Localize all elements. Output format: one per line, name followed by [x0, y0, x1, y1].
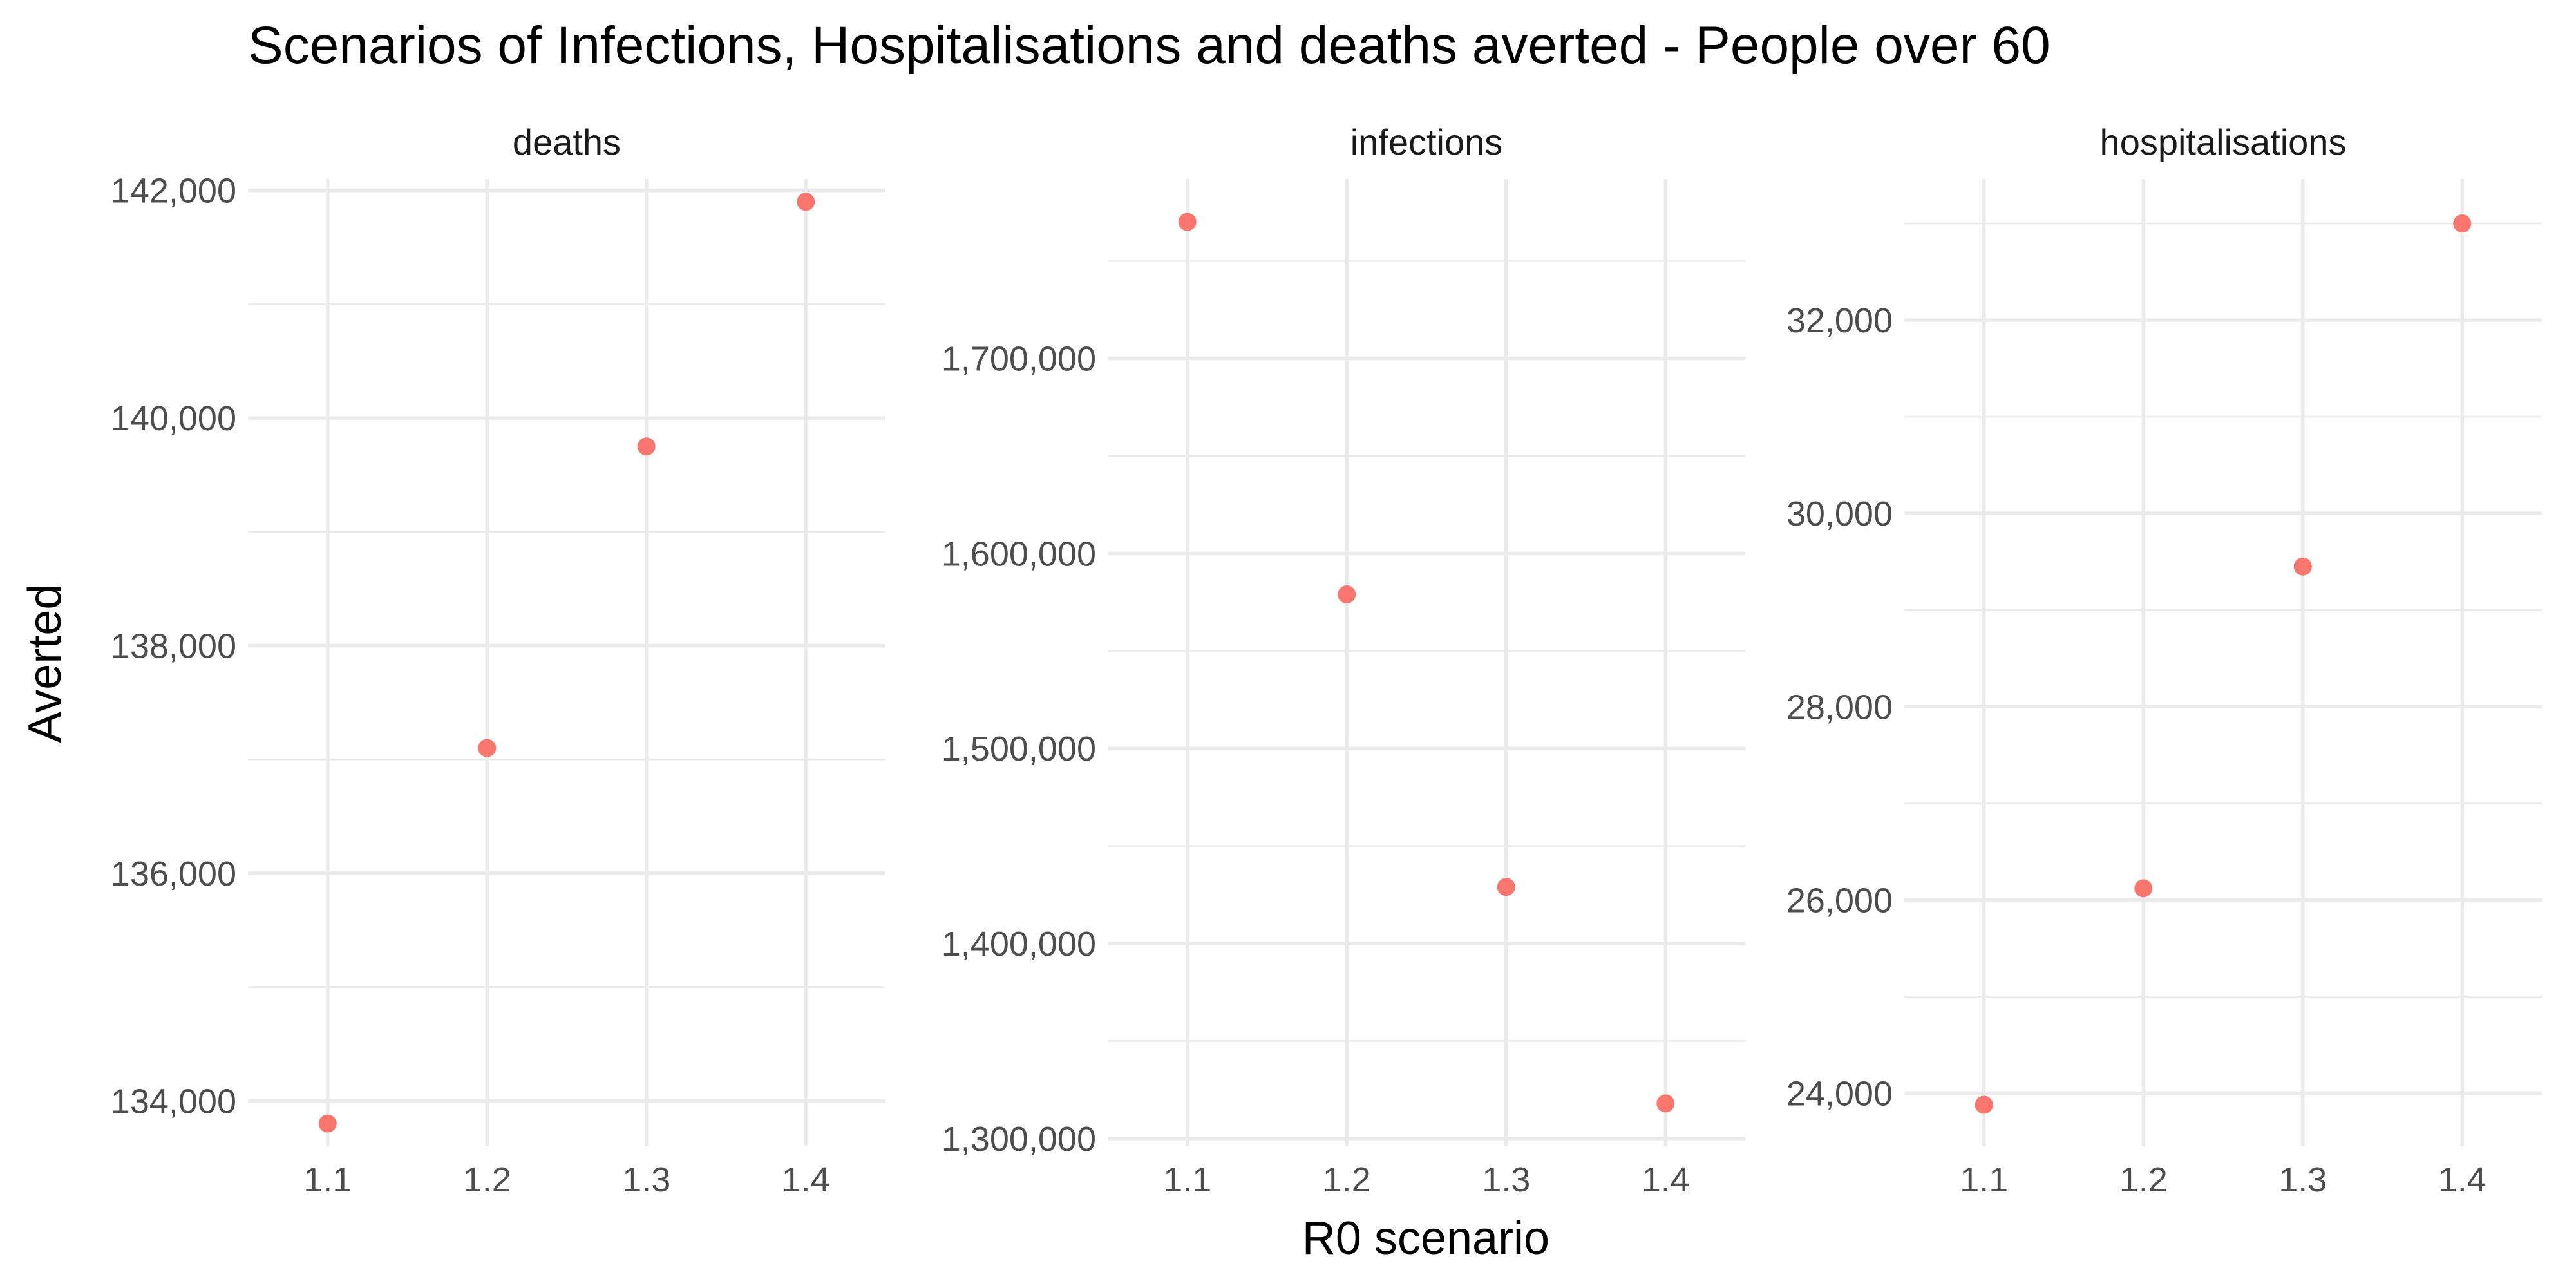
y-tick-label: 1,600,000 — [942, 535, 1096, 573]
panel-hospitalisations: hospitalisations 24,000 26,000 28,000 30,000… — [1786, 122, 2542, 1199]
y-tick-label: 140,000 — [111, 399, 236, 438]
panel-infections: infections 1,300,000 1,400,000 1,500,000 1,6… — [942, 122, 1745, 1199]
data-point — [1975, 1095, 1993, 1114]
data-point — [797, 193, 815, 211]
y-tick-label: 136,000 — [111, 855, 236, 893]
y-tick-label: 30,000 — [1786, 495, 1893, 533]
x-tick-label: 1.3 — [622, 1160, 670, 1199]
data-point — [2293, 557, 2312, 576]
x-tick-label: 1.1 — [303, 1160, 352, 1199]
y-tick-label: 142,000 — [111, 172, 236, 211]
x-axis-title: R0 scenario — [1302, 1213, 1549, 1264]
x-tick-label: 1.2 — [463, 1160, 511, 1199]
panel-deaths: deaths 134,000 136,000 138,000 140,000 142,00… — [111, 122, 886, 1199]
x-tick-label: 1.3 — [2278, 1160, 2327, 1199]
data-point — [478, 739, 497, 757]
data-point — [318, 1114, 337, 1133]
y-tick-label: 28,000 — [1786, 688, 1893, 726]
strip-label: infections — [1350, 122, 1503, 162]
data-point — [637, 437, 656, 456]
x-tick-label: 1.2 — [2119, 1160, 2168, 1199]
data-point — [2134, 879, 2153, 898]
y-tick-label: 134,000 — [111, 1082, 236, 1121]
x-tick-label: 1.4 — [1642, 1160, 1690, 1199]
data-point — [1178, 213, 1197, 231]
data-point — [1497, 878, 1515, 896]
data-point — [2453, 214, 2472, 233]
y-tick-label: 1,500,000 — [942, 730, 1096, 768]
x-tick-label: 1.4 — [2438, 1160, 2486, 1199]
y-axis-title: Averted — [19, 584, 71, 743]
y-tick-label: 26,000 — [1786, 881, 1893, 920]
y-tick-label: 32,000 — [1786, 301, 1893, 340]
y-tick-label: 1,400,000 — [942, 925, 1096, 963]
x-tick-label: 1.2 — [1323, 1160, 1371, 1199]
y-tick-label: 1,700,000 — [942, 340, 1096, 379]
x-tick-label: 1.3 — [1482, 1160, 1530, 1199]
strip-label: deaths — [513, 122, 621, 162]
data-point — [1656, 1094, 1675, 1113]
strip-label: hospitalisations — [2100, 122, 2347, 162]
y-tick-label: 24,000 — [1786, 1074, 1893, 1113]
facet-panels: deaths 134,000 136,000 138,000 140,000 142,00… — [111, 122, 2542, 1199]
x-tick-label: 1.1 — [1163, 1160, 1211, 1199]
y-tick-label: 1,300,000 — [942, 1120, 1096, 1159]
chart-title: Scenarios of Infections, Hospitalisation… — [248, 16, 2050, 75]
x-tick-label: 1.4 — [782, 1160, 830, 1199]
y-tick-label: 138,000 — [111, 627, 236, 665]
data-point — [1338, 585, 1356, 604]
x-tick-label: 1.1 — [1960, 1160, 2008, 1199]
